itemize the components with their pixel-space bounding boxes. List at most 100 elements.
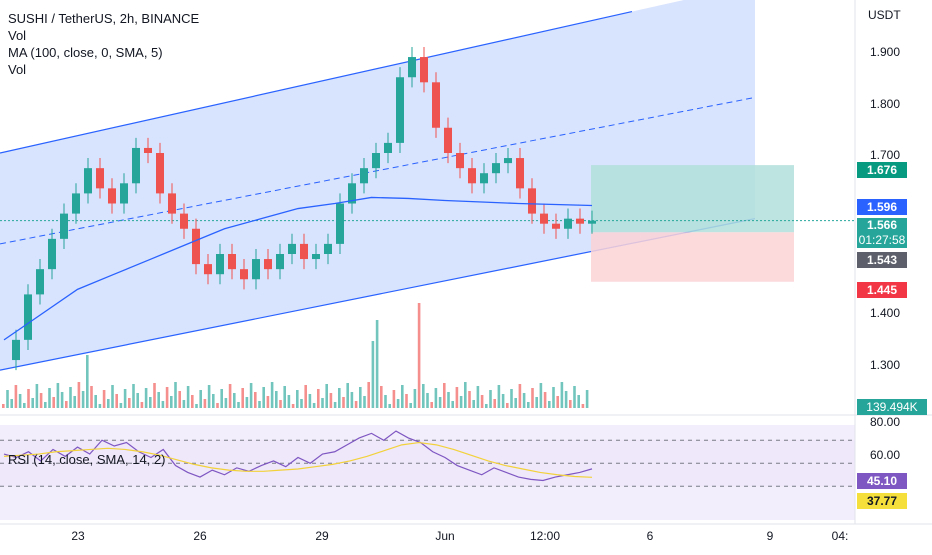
legend-rsi[interactable]: RSI (14, close, SMA, 14, 2) xyxy=(8,452,166,467)
candle-body[interactable] xyxy=(432,82,440,128)
candle-body[interactable] xyxy=(588,220,596,224)
legend-vol[interactable]: Vol xyxy=(8,28,27,43)
candle-body[interactable] xyxy=(468,168,476,184)
candle-body[interactable] xyxy=(156,153,164,194)
badge-rsi: 45.10 xyxy=(857,473,907,489)
candle-body[interactable] xyxy=(180,213,188,229)
volume-bar xyxy=(501,394,505,408)
legend-ma[interactable]: MA (100, close, 0, SMA, 5) xyxy=(8,45,163,60)
volume-bar xyxy=(388,404,391,408)
candle-body[interactable] xyxy=(348,183,356,204)
time-axis-label: 23 xyxy=(71,529,85,543)
candle-body[interactable] xyxy=(420,57,428,83)
candle-body[interactable] xyxy=(408,57,416,78)
candle-body[interactable] xyxy=(84,168,92,194)
volume-bar xyxy=(338,388,341,408)
candle-body[interactable] xyxy=(72,193,80,214)
time-axis-label: 04: xyxy=(832,529,849,543)
candle-body[interactable] xyxy=(336,203,344,244)
candle-body[interactable] xyxy=(240,269,248,280)
candle-body[interactable] xyxy=(276,254,284,270)
candle-body[interactable] xyxy=(252,259,260,280)
legend-symbol[interactable]: SUSHI / TetherUS, 2h, BINANCE xyxy=(8,11,200,26)
candle-body[interactable] xyxy=(216,254,224,275)
candle-body[interactable] xyxy=(108,188,116,204)
candle-body[interactable] xyxy=(504,158,512,164)
time-axis-label: 12:00 xyxy=(530,529,560,543)
volume-bar xyxy=(254,392,257,408)
volume-bar xyxy=(14,385,18,408)
volume-bar xyxy=(102,390,106,408)
candle-body[interactable] xyxy=(456,153,464,169)
price-axis-currency: USDT xyxy=(868,8,901,22)
candle-body[interactable] xyxy=(576,218,584,224)
volume-bar xyxy=(153,383,156,408)
candle-body[interactable] xyxy=(144,147,152,153)
stop-zone[interactable] xyxy=(591,232,794,282)
channel-upper-line[interactable] xyxy=(0,11,633,154)
volume-bar xyxy=(149,397,152,408)
target-zone[interactable] xyxy=(591,165,794,233)
candle-body[interactable] xyxy=(492,163,500,174)
volume-bar xyxy=(451,401,454,408)
badge-target: 1.676 xyxy=(857,162,907,178)
candle-body[interactable] xyxy=(60,213,68,239)
rsi-ma-line[interactable] xyxy=(3,441,593,478)
candle-body[interactable] xyxy=(312,254,320,260)
candle-body[interactable] xyxy=(132,147,140,184)
candle-body[interactable] xyxy=(120,183,128,204)
candle-body[interactable] xyxy=(540,213,548,224)
volume-bar xyxy=(300,399,303,408)
candle-body[interactable] xyxy=(264,259,272,270)
candle-body[interactable] xyxy=(384,142,392,153)
ma-line[interactable] xyxy=(3,196,593,341)
candle-body[interactable] xyxy=(24,294,32,340)
volume-bar xyxy=(569,400,572,408)
candle-body[interactable] xyxy=(360,168,368,184)
volume-bar xyxy=(459,396,463,408)
volume-bar xyxy=(371,341,375,408)
rsi-line[interactable] xyxy=(3,430,593,482)
candle-body[interactable] xyxy=(564,218,572,229)
volume-bar xyxy=(258,401,261,408)
volume-bar xyxy=(23,403,26,408)
candle-body[interactable] xyxy=(48,238,56,270)
volume-bar xyxy=(35,384,39,408)
candle-body[interactable] xyxy=(204,264,212,275)
volume-bar xyxy=(241,388,244,408)
volume-bar xyxy=(476,386,480,408)
candle-body[interactable] xyxy=(372,153,380,169)
volume-bar xyxy=(191,395,194,408)
candle-body[interactable] xyxy=(300,243,308,260)
volume-bar xyxy=(140,402,144,408)
candle-body[interactable] xyxy=(168,193,176,214)
candle-body[interactable] xyxy=(36,269,44,295)
candle-body[interactable] xyxy=(444,127,452,153)
volume-bar xyxy=(535,397,538,408)
volume-bar xyxy=(564,391,568,408)
candle-body[interactable] xyxy=(552,223,560,229)
volume-bar xyxy=(333,402,337,408)
channel-mid-line[interactable] xyxy=(0,96,756,245)
candle-body[interactable] xyxy=(288,243,296,254)
candle-body[interactable] xyxy=(516,158,524,189)
volume-bar xyxy=(489,390,492,408)
candle-body[interactable] xyxy=(396,77,404,143)
badge-rsi-ma: 37.77 xyxy=(857,493,907,509)
candle-body[interactable] xyxy=(12,339,20,361)
candle-body[interactable] xyxy=(324,243,332,254)
legend-vol-2[interactable]: Vol xyxy=(8,62,27,77)
volume-bar xyxy=(539,383,543,408)
volume-bar xyxy=(443,383,446,408)
candle-body[interactable] xyxy=(528,188,536,214)
candle-body[interactable] xyxy=(96,168,104,189)
volume-bar xyxy=(132,384,135,408)
volume-bar xyxy=(115,394,118,408)
candle-body[interactable] xyxy=(480,173,488,184)
candle-body[interactable] xyxy=(228,254,236,270)
volume-bar xyxy=(119,403,123,408)
volume-bar xyxy=(48,388,51,408)
candle-body[interactable] xyxy=(192,228,200,265)
